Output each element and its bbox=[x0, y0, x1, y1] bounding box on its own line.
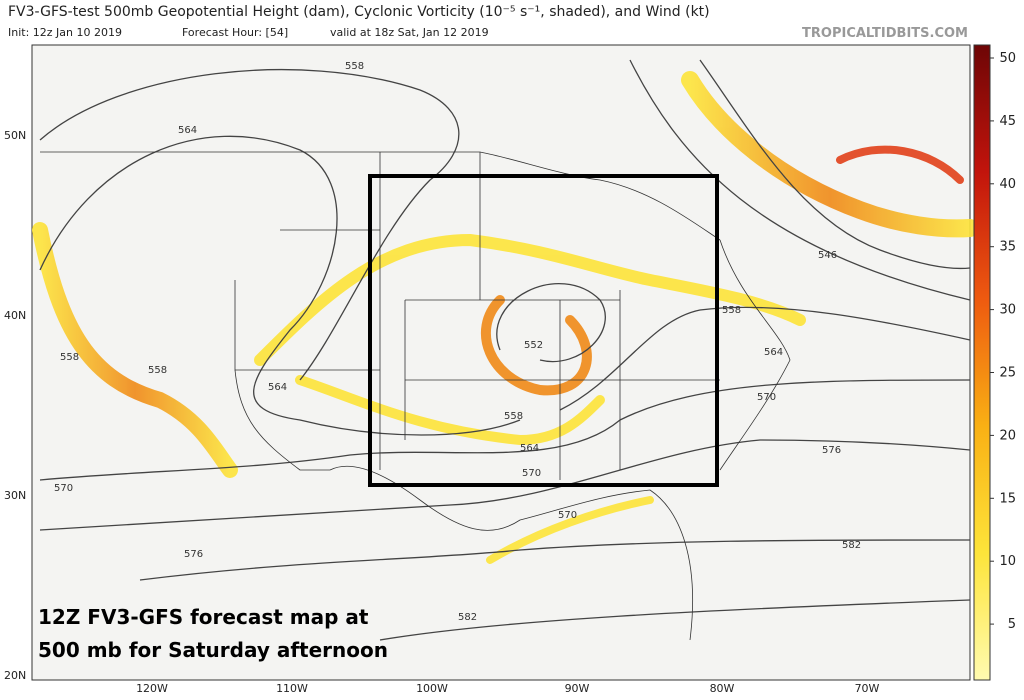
colorbar-tick-label: 50 bbox=[999, 51, 1016, 66]
colorbar-tick-label: 35 bbox=[999, 240, 1016, 255]
init-time: Init: 12z Jan 10 2019 bbox=[8, 26, 122, 39]
lon-label: 90W bbox=[565, 682, 590, 695]
colorbar-tick-label: 15 bbox=[999, 491, 1016, 506]
longitude-labels: 120W 110W 100W 90W 80W 70W bbox=[136, 682, 879, 695]
colorbar-tick-label: 45 bbox=[999, 114, 1016, 129]
lon-label: 70W bbox=[855, 682, 880, 695]
title: FV3-GFS-test 500mb Geopotential Height (… bbox=[8, 4, 710, 20]
colorbar-tick-label: 20 bbox=[999, 428, 1016, 443]
lat-label: 40N bbox=[4, 309, 26, 322]
colorbar-tick-label: 40 bbox=[999, 177, 1016, 192]
latitude-labels: 50N 40N 30N 20N bbox=[4, 129, 26, 682]
colorbar: 5 10 15 20 25 30 35 40 45 50 bbox=[973, 44, 1016, 681]
contour-label: 564 bbox=[764, 347, 783, 358]
colorbar-tick-label: 5 bbox=[1008, 617, 1016, 632]
contour-label: 558 bbox=[60, 352, 79, 363]
contour-label: 558 bbox=[345, 61, 364, 72]
contour-label: 570 bbox=[522, 468, 541, 479]
caption-line: 500 mb for Saturday afternoon bbox=[38, 638, 388, 662]
contour-label: 564 bbox=[520, 443, 539, 454]
lon-label: 110W bbox=[276, 682, 308, 695]
contour-label: 570 bbox=[558, 510, 577, 521]
contour-label: 558 bbox=[148, 365, 167, 376]
lon-label: 80W bbox=[710, 682, 735, 695]
site-name: TROPICALTIDBITS.COM bbox=[802, 26, 968, 41]
colorbar-scale bbox=[973, 44, 991, 681]
forecast-hour: Forecast Hour: [54] bbox=[182, 26, 288, 39]
lat-label: 50N bbox=[4, 129, 26, 142]
contour-label: 582 bbox=[842, 540, 861, 551]
contour-label: 570 bbox=[54, 483, 73, 494]
lat-label: 20N bbox=[4, 669, 26, 682]
lon-label: 100W bbox=[416, 682, 448, 695]
lon-label: 120W bbox=[136, 682, 168, 695]
caption-line: 12Z FV3-GFS forecast map at bbox=[38, 605, 369, 629]
colorbar-tick-label: 30 bbox=[999, 303, 1016, 318]
contour-label: 552 bbox=[524, 340, 543, 351]
contour-label: 576 bbox=[184, 549, 203, 560]
contour-label: 582 bbox=[458, 612, 477, 623]
contour-labels: 558 564 546 558 552 564 558 558 564 570 … bbox=[54, 61, 861, 623]
lat-label: 30N bbox=[4, 489, 26, 502]
contour-label: 546 bbox=[818, 250, 837, 261]
colorbar-tick-label: 10 bbox=[999, 554, 1016, 569]
contour-label: 576 bbox=[822, 445, 841, 456]
contour-label: 564 bbox=[178, 125, 197, 136]
valid-time: valid at 18z Sat, Jan 12 2019 bbox=[330, 26, 489, 39]
contour-label: 564 bbox=[268, 382, 287, 393]
contour-label: 570 bbox=[757, 392, 776, 403]
contour-label: 558 bbox=[722, 305, 741, 316]
contour-label: 558 bbox=[504, 411, 523, 422]
colorbar-tick-label: 25 bbox=[999, 366, 1016, 381]
map: 558 564 546 558 552 564 558 558 564 570 … bbox=[31, 44, 979, 681]
